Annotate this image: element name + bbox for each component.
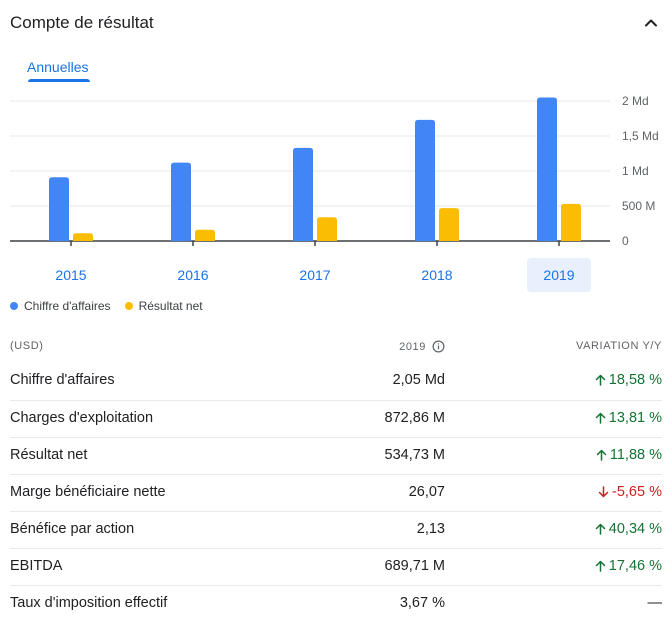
bar-net-income[interactable]	[73, 233, 93, 241]
y-tick-label: 1 Md	[622, 164, 649, 178]
row-variation-value: 17,46 %	[608, 558, 662, 574]
table-row: Taux d'imposition effectif 3,67 % —	[10, 585, 662, 622]
currency-label: (USD)	[10, 340, 44, 352]
row-value: 2,13	[416, 521, 445, 537]
legend-item-net-income: Résultat net	[124, 299, 203, 313]
row-variation: -5,65 %	[598, 484, 662, 500]
bar-revenue[interactable]	[293, 147, 313, 241]
row-label: Bénéfice par action	[10, 521, 135, 537]
y-tick-label: 2 Md	[622, 94, 649, 108]
arrow-up-icon	[595, 560, 606, 572]
legend-label-revenue: Chiffre d'affaires	[24, 299, 111, 313]
row-label: Résultat net	[10, 447, 88, 463]
legend-label-net-income: Résultat net	[138, 299, 203, 313]
bar-revenue[interactable]	[171, 162, 191, 241]
info-icon[interactable]	[432, 340, 445, 353]
year-column-label: 2019	[399, 340, 426, 353]
chevron-up-icon	[645, 19, 657, 27]
arrow-up-icon	[595, 374, 606, 386]
row-label: Taux d'imposition effectif	[10, 595, 168, 611]
table-row: Charges d'exploitation 872,86 M 13,81 %	[10, 400, 662, 437]
row-variation-value: 13,81 %	[608, 410, 662, 426]
bar-net-income[interactable]	[561, 203, 581, 241]
row-variation-value: 40,34 %	[608, 521, 662, 537]
row-value: 2,05 Md	[392, 372, 445, 388]
row-variation-value: —	[647, 595, 663, 611]
legend-item-revenue: Chiffre d'affaires	[10, 299, 111, 313]
bar-net-income[interactable]	[195, 229, 215, 241]
bar-revenue[interactable]	[49, 177, 69, 241]
arrow-up-icon	[596, 449, 607, 461]
row-label: Marge bénéficiaire nette	[10, 484, 166, 500]
variation-column-header: VARIATION Y/Y	[575, 340, 662, 352]
card-title: Compte de résultat	[10, 13, 154, 32]
row-value: 26,07	[408, 484, 445, 500]
table-header: (USD) 2019 VARIATION Y/Y	[10, 338, 662, 356]
row-variation-value: 11,88 %	[609, 447, 662, 463]
card-header: Compte de résultat	[10, 12, 662, 36]
row-variation: 13,81 %	[595, 410, 662, 426]
table-row: Bénéfice par action 2,13 40,34 %	[10, 511, 662, 548]
table-row: Résultat net 534,73 M 11,88 %	[10, 437, 662, 474]
year-button-2019[interactable]: 2019	[527, 258, 591, 292]
y-tick-label: 0	[622, 234, 629, 248]
arrow-up-icon	[595, 523, 606, 535]
income-chart: 2 Md 1,5 Md 1 Md 500 M 0	[10, 94, 659, 248]
year-column-header: 2019	[399, 340, 445, 353]
row-label: Charges d'exploitation	[10, 410, 154, 426]
year-button-2017[interactable]: 2017	[299, 267, 331, 283]
row-variation: 18,58 %	[595, 372, 662, 388]
bar-revenue[interactable]	[537, 97, 557, 242]
row-value: 3,67 %	[399, 595, 445, 611]
collapse-button[interactable]	[640, 12, 662, 34]
row-value: 689,71 M	[384, 558, 445, 574]
row-label: Chiffre d'affaires	[10, 372, 115, 388]
bar-revenue[interactable]	[415, 119, 435, 241]
chart-legend: Chiffre d'affaires Résultat net	[10, 299, 217, 313]
row-variation: —	[648, 595, 663, 611]
table-row: Marge bénéficiaire nette 26,07 -5,65 %	[10, 474, 662, 511]
tab-annual[interactable]: Annuelles	[27, 59, 89, 75]
row-variation-value: 18,58 %	[608, 372, 662, 388]
year-button-2015[interactable]: 2015	[55, 267, 87, 283]
row-variation: 11,88 %	[596, 447, 662, 463]
arrow-up-icon	[595, 412, 606, 424]
row-variation: 40,34 %	[595, 521, 662, 537]
y-tick-label: 500 M	[622, 199, 655, 213]
row-value: 872,86 M	[384, 410, 445, 426]
bar-net-income[interactable]	[317, 217, 337, 241]
tab-active-indicator	[28, 79, 90, 82]
legend-dot-revenue	[10, 302, 18, 310]
bar-net-income[interactable]	[439, 208, 459, 241]
table-row: EBITDA 689,71 M 17,46 %	[10, 548, 662, 585]
row-label: EBITDA	[10, 558, 63, 574]
table-row: Chiffre d'affaires 2,05 Md 18,58 %	[10, 363, 662, 400]
row-value: 534,73 M	[384, 447, 445, 463]
row-variation-value: -5,65 %	[612, 484, 662, 500]
year-button-2016[interactable]: 2016	[177, 267, 209, 283]
row-variation: 17,46 %	[595, 558, 662, 574]
year-button-2018[interactable]: 2018	[421, 267, 453, 283]
y-tick-label: 1,5 Md	[622, 129, 659, 143]
legend-dot-net-income	[124, 302, 133, 310]
arrow-down-icon	[598, 486, 609, 498]
